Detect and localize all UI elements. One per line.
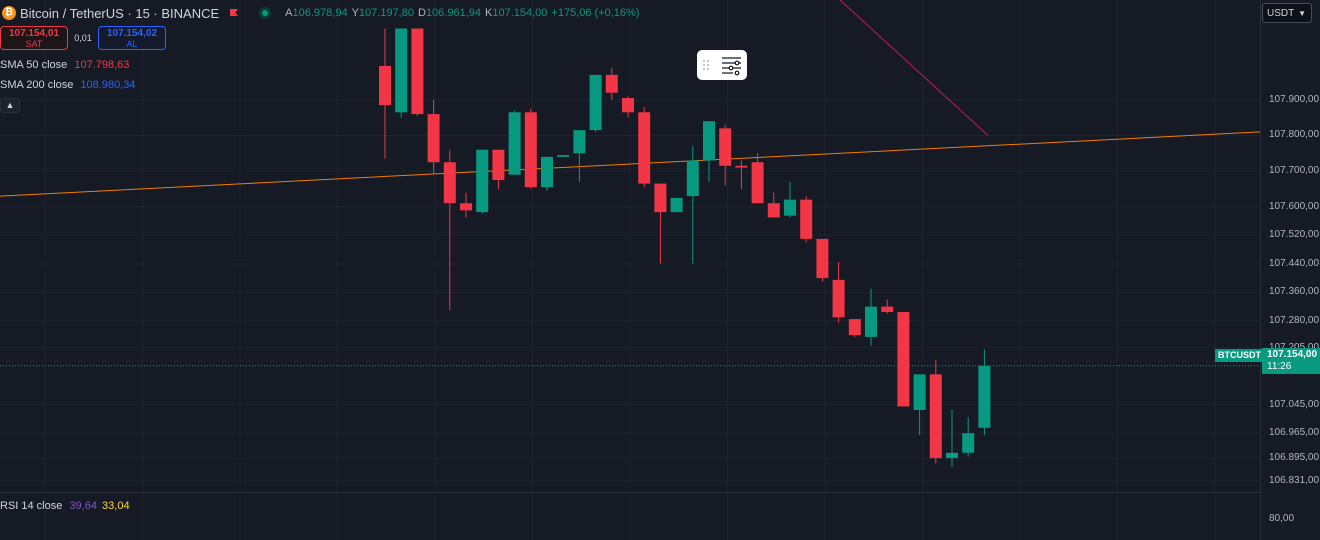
price-tick: 107.600,00 [1269,200,1320,212]
indicator-sma50[interactable]: SMA 50 close 107.798,63 [0,59,129,71]
candle-up [978,365,991,428]
indicator-name: RSI 14 close [0,500,63,512]
candle-down [800,199,813,239]
quote-currency: USDT [1267,8,1295,19]
drag-handle-icon[interactable] [703,60,709,70]
candle-down [622,98,634,113]
flag-icon[interactable] [229,8,239,18]
candle-down [816,238,829,279]
candle-down [605,74,618,93]
price-tick: 107.280,00 [1269,314,1320,326]
spread-value: 0,01 [74,33,92,43]
chevron-down-icon: ▼ [1298,9,1306,18]
candle-up [508,112,521,175]
price-tick: 107.205,00 [1269,342,1319,353]
candle-down [524,112,537,188]
sma-200-line [0,131,1260,197]
price-tick: 107.700,00 [1269,165,1320,177]
indicator-name: SMA 50 close [0,59,68,71]
market-open-icon[interactable] [259,7,272,19]
candle-down [719,128,732,166]
candle-up [703,121,715,161]
candle-countdown: 11:26 [1267,361,1292,372]
chart-area[interactable] [0,0,1260,540]
buy-label: AL [126,39,138,49]
candle-up [784,199,796,216]
candle-up [962,433,975,453]
sell-label: SAT [25,39,43,49]
bitcoin-icon: ₿ [2,6,16,20]
price-chart[interactable] [0,0,1260,540]
candle-up [946,452,958,459]
candle-down [427,114,440,163]
price-tick: 107.440,00 [1269,257,1320,269]
candle-down [929,374,942,459]
candle-up [913,374,926,410]
candle-down [751,162,764,204]
indicator-value: 107.798,63 [74,59,130,71]
candle-up [865,306,877,337]
price-tick: 106.831,00 [1269,474,1320,486]
candle-down [881,306,894,312]
floating-toolbar[interactable] [697,50,747,80]
buy-button[interactable]: 107.154,02 AL [98,26,166,50]
candle-down [848,319,861,336]
candle-down [443,162,456,204]
price-tick: 107.360,00 [1269,286,1320,298]
candle-up [557,155,570,157]
last-price-label: 107.154,00 11:26 [1262,348,1320,374]
rsi-ma-value: 33,04 [102,500,130,512]
candle-up [395,28,408,113]
candle-up [589,74,602,131]
candle-up [670,197,683,213]
ohlc-close: K107.154,00 [485,7,548,19]
candle-down [767,203,780,218]
candle-up [476,149,489,213]
ohlc-open: A106.978,94 [285,7,348,19]
rsi-value: 39,64 [69,500,97,512]
buy-price: 107.154,02 [106,28,158,39]
candle-down [735,165,748,168]
sell-button[interactable]: 107.154,01 SAT [0,26,68,50]
trade-panel: 107.154,01 SAT 0,01 107.154,02 AL [0,26,166,50]
rsi-tick: 80,00 [1269,513,1295,524]
ohlc-change: +175,06 (+0,16%) [551,7,640,19]
sell-price: 107.154,01 [8,28,60,39]
candle-up [573,130,586,154]
symbol-header: ₿ Bitcoin / TetherUS · 15 · BINANCE A106… [0,4,639,22]
candle-down [638,112,651,184]
price-tick: 107.520,00 [1269,229,1320,241]
candle-down [897,311,910,407]
pane-divider[interactable] [0,492,1260,493]
candle-down [411,28,424,115]
price-tick: 107.045,00 [1269,398,1320,410]
candle-down [492,149,505,181]
candle-down [654,183,667,213]
candle-up [541,156,553,188]
quote-currency-select[interactable]: USDT ▼ [1262,3,1312,23]
indicator-rsi[interactable]: RSI 14 close 39,64 33,04 [0,500,130,512]
candle-down [460,203,472,211]
last-price-value: 107.154,00 [1267,349,1318,360]
price-tick: 106.965,00 [1269,427,1320,439]
chevron-up-icon: ▲ [5,100,15,110]
ohlc-low: D106.961,94 [417,7,481,19]
price-tick: 107.900,00 [1269,93,1320,105]
price-tick: 107.800,00 [1269,129,1320,141]
ohlc-values: A106.978,94 Y107.197,80 D106.961,94 K107… [285,7,639,19]
collapse-indicators-button[interactable]: ▲ [0,98,20,113]
price-axis[interactable]: 107.900,00 107.800,00 107.700,00 107.600,00… [1260,0,1320,540]
ohlc-high: Y107.197,80 [351,7,414,19]
indicator-sma200[interactable]: SMA 200 close 108.980,34 [0,79,136,91]
candle-down [379,65,391,106]
candle-up [686,160,699,197]
symbol-title[interactable]: Bitcoin / TetherUS · 15 · BINANCE [20,5,220,21]
symbol-tag: BTCUSDT [1215,349,1264,362]
object-tree-icon[interactable] [722,57,741,76]
candle-down [832,279,845,318]
indicator-value: 108.980,34 [80,79,136,91]
sma-50-line [839,0,989,136]
price-tick: 106.895,00 [1269,452,1320,464]
indicator-name: SMA 200 close [0,79,74,91]
